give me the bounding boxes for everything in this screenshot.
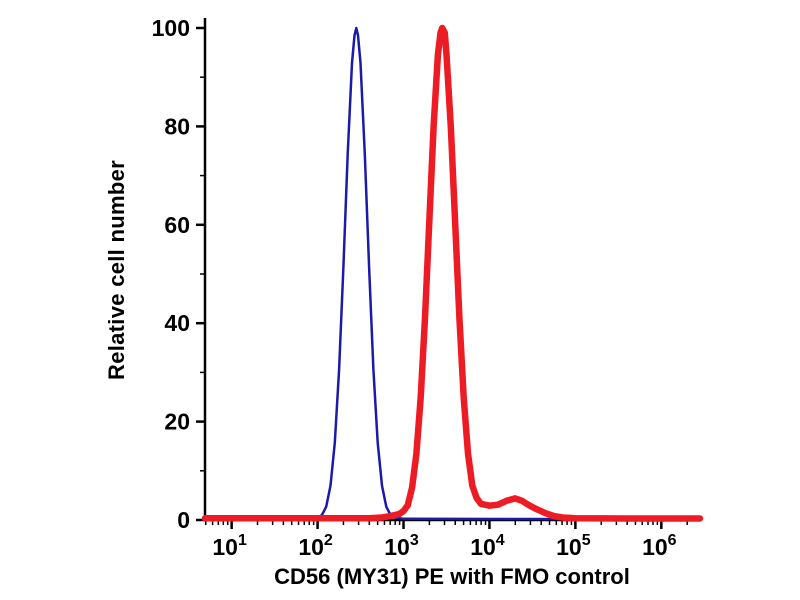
x-axis: 101 102 103 104 105 106: [205, 520, 688, 560]
x-tick-label: 105: [556, 532, 591, 560]
y-tick-label: 40: [164, 310, 190, 336]
series-cd56-pe: [201, 24, 704, 522]
x-tick-label: 106: [642, 532, 677, 560]
y-axis-title: Relative cell number: [104, 160, 129, 380]
series-fmo-control: [203, 26, 702, 521]
y-tick-label: 0: [177, 507, 190, 533]
y-tick-label: 20: [164, 409, 190, 435]
y-tick-label: 100: [152, 15, 190, 41]
x-tick-label: 104: [470, 532, 505, 560]
y-tick-label: 60: [164, 212, 190, 238]
x-tick-label: 102: [298, 532, 333, 560]
y-axis: 0 20 40 60 80 100: [152, 15, 205, 533]
x-axis-title: CD56 (MY31) PE with FMO control: [274, 564, 630, 589]
x-tick-label: 103: [384, 532, 419, 560]
x-tick-label: 101: [212, 532, 247, 560]
y-tick-label: 80: [164, 113, 190, 139]
